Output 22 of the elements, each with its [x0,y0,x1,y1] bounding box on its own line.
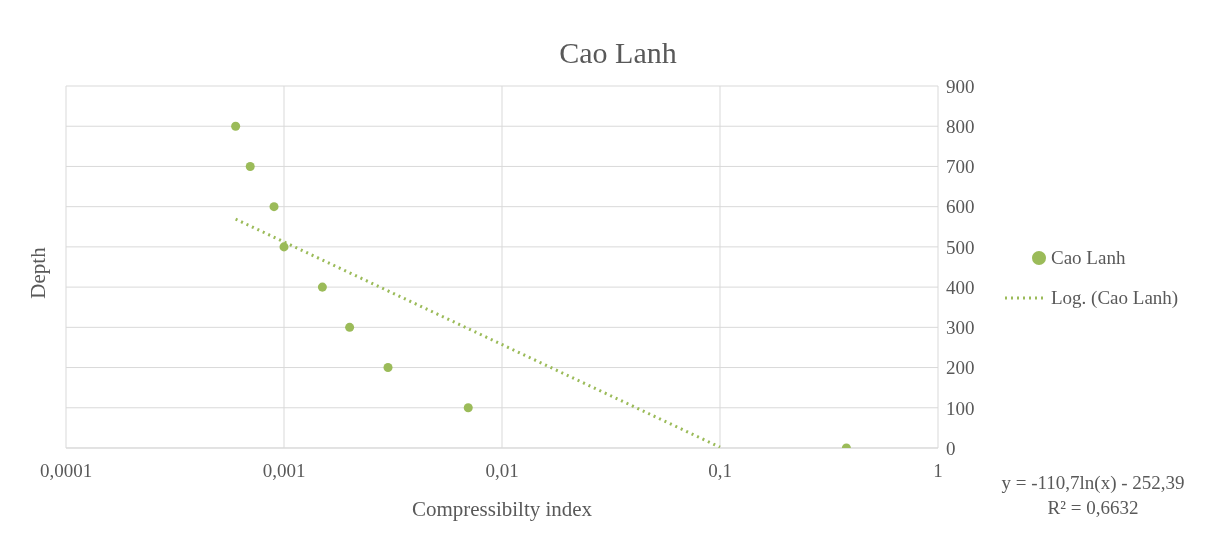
y-tick-label: 300 [946,317,975,339]
y-tick-label: 800 [946,115,975,137]
y-tick-label: 900 [946,75,975,97]
chart-title: Cao Lanh [558,36,678,70]
y-tick-label: 100 [946,397,975,419]
text: R² = 0,6632 [1046,496,1140,520]
x-axis-title: Compressibilty index [411,497,593,521]
y-tick-label: 0 [946,437,956,459]
x-tick-label: 1 [933,460,943,482]
y-tick-label: 500 [946,236,975,258]
x-tick-label: 0,0001 [39,460,93,482]
text: y = -110,7ln(x) - 252,39 [1000,471,1186,495]
legend-label: Cao Lanh [1051,247,1126,269]
y-tick-label: 200 [946,357,975,379]
y-tick-label: 400 [946,276,975,298]
x-tick-label: 0,1 [708,460,732,482]
x-tick-label: 0,001 [262,460,306,482]
y-axis-title: Depth [25,247,51,299]
y-tick-label: 600 [946,196,975,218]
legend-label: Log. (Cao Lanh) [1051,287,1179,309]
y-tick-label: 700 [946,156,975,178]
x-tick-label: 0,01 [485,460,519,482]
